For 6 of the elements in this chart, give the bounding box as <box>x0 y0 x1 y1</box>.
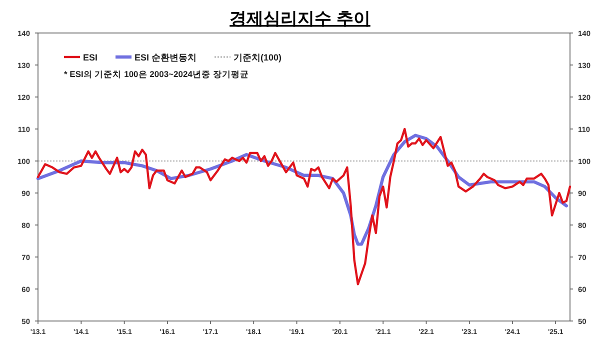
chart-title: 경제심리지수 추이 <box>230 9 370 28</box>
legend-label: ESI 순환변동치 <box>134 52 197 62</box>
annotation: * ESI의 기준치 100은 2003~2024년중 장기평균 <box>64 69 249 79</box>
legend-label: ESI <box>83 52 98 62</box>
line-series <box>36 128 572 286</box>
legend-label: 기준치(100) <box>234 52 282 62</box>
